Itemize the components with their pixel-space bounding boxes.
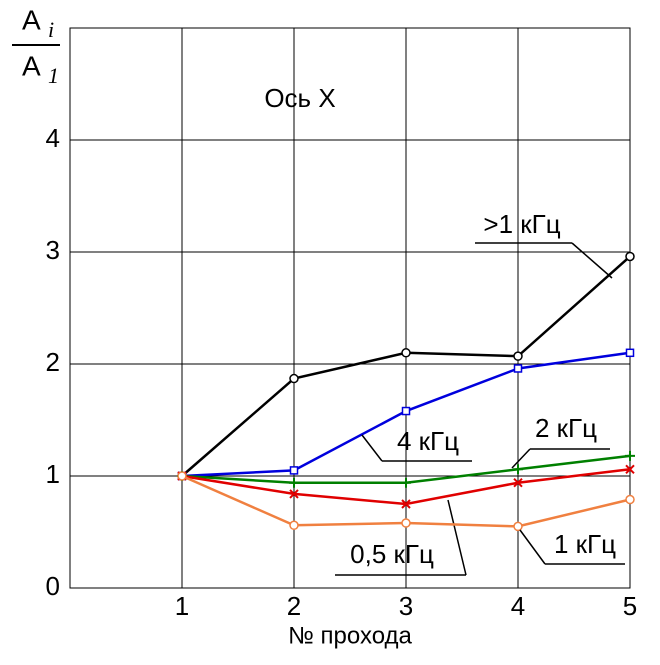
x-label: № прохода: [288, 622, 412, 649]
x-tick-label: 2: [287, 591, 301, 621]
y-tick-label: 3: [46, 235, 60, 265]
marker: [625, 494, 635, 505]
leader-line: [361, 434, 472, 462]
marker: [401, 406, 411, 416]
leader-line: [511, 448, 610, 469]
marker: [625, 464, 635, 474]
marker: [625, 251, 635, 262]
marker: [401, 499, 411, 509]
series-label: 0,5 кГц: [350, 539, 434, 569]
x-tick-label: 1: [175, 591, 189, 621]
y-label-bottom: A: [22, 50, 41, 81]
plot-frame: [69, 27, 631, 589]
leader-line: [335, 499, 467, 576]
marker: [513, 351, 523, 361]
marker: [177, 471, 187, 481]
marker: [289, 477, 299, 488]
x-tick-label: 3: [399, 591, 413, 621]
y-label-top: A: [22, 4, 41, 35]
marker: [401, 518, 411, 528]
leader-line: [475, 242, 613, 279]
y-tick-label: 4: [46, 123, 60, 153]
leader-line: [519, 529, 625, 565]
annotation: Ось X: [264, 83, 335, 113]
y-label-bottom-sub: 1: [48, 63, 59, 88]
y-tick-label: 2: [46, 347, 60, 377]
marker: [513, 478, 523, 488]
marker: [289, 373, 299, 384]
marker: [513, 464, 523, 475]
x-tick-label: 5: [623, 591, 637, 621]
marker: [289, 520, 299, 531]
marker: [289, 489, 299, 499]
marker: [401, 477, 411, 488]
marker: [401, 348, 411, 358]
y-tick-label: 1: [46, 459, 60, 489]
series-label: 2 кГц: [535, 413, 597, 443]
marker: [513, 364, 523, 373]
x-tick-label: 4: [511, 591, 525, 621]
series-label: 1 кГц: [554, 529, 616, 559]
marker: [289, 466, 299, 475]
marker: [513, 521, 523, 532]
y-label-top-sub: i: [48, 17, 54, 42]
series-label: 4 кГц: [397, 426, 459, 456]
marker: [625, 450, 635, 461]
y-tick-label: 0: [46, 571, 60, 601]
series-label: >1 кГц: [483, 209, 560, 239]
marker: [625, 348, 635, 358]
